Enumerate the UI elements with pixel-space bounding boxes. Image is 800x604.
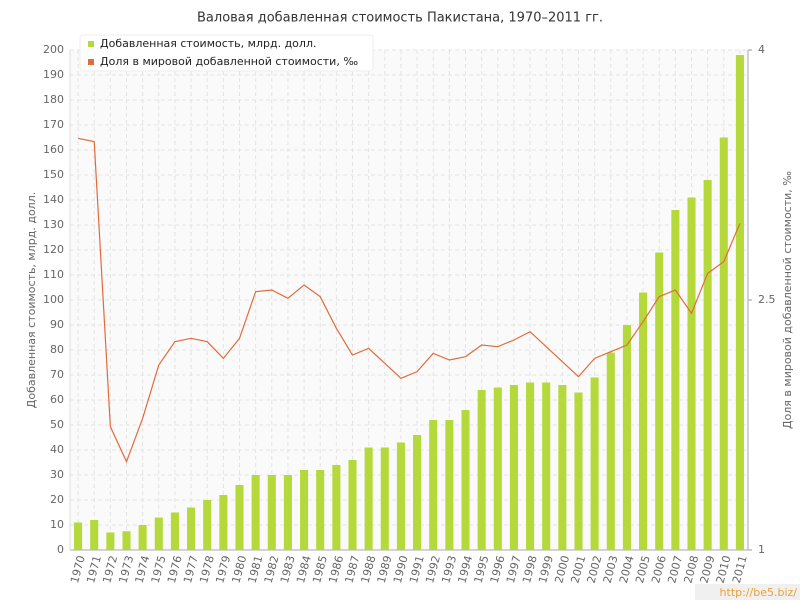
bar (719, 137, 728, 550)
y-tick-label: 190 (43, 68, 64, 81)
y-tick-label: 40 (50, 443, 64, 456)
y-tick-label: 60 (50, 393, 64, 406)
y-tick-label: 0 (57, 543, 64, 556)
y-tick-label: 80 (50, 343, 64, 356)
bar (235, 485, 244, 550)
y-tick-label: 10 (50, 518, 64, 531)
bar (671, 210, 680, 550)
bar (461, 410, 470, 550)
y-tick-label: 200 (43, 43, 64, 56)
bar (154, 517, 163, 550)
bar (138, 525, 147, 550)
bar (74, 522, 83, 550)
y-tick-label: 50 (50, 418, 64, 431)
bar (445, 420, 454, 550)
bar (639, 292, 648, 550)
bar (429, 420, 438, 550)
bar (735, 55, 744, 550)
legend-swatch (88, 59, 94, 65)
y-tick-label: 140 (43, 193, 64, 206)
bar (655, 252, 664, 550)
bar (413, 435, 422, 550)
legend-label: Доля в мировой добавленной стоимости, ‰ (100, 55, 358, 68)
bar (526, 382, 535, 550)
legend-box (79, 34, 374, 72)
y-tick-label: 130 (43, 218, 64, 231)
chart-title: Валовая добавленная стоимость Пакистана,… (197, 11, 603, 26)
y2-tick-label: 4 (758, 43, 765, 56)
y-axis-label: Добавленная стоимость, млрд. долл. (25, 192, 38, 408)
bar (703, 180, 712, 550)
watermark-bg (695, 584, 800, 600)
legend-label: Добавленная стоимость, млрд. долл. (100, 37, 316, 50)
y2-tick-label: 1 (758, 543, 765, 556)
y-tick-label: 180 (43, 93, 64, 106)
bar (477, 390, 486, 550)
watermark: http://be5.biz/ (720, 586, 798, 599)
bar (380, 447, 389, 550)
bar (542, 382, 551, 550)
bar (122, 531, 131, 550)
legend-swatch (88, 41, 94, 47)
bar (396, 442, 405, 550)
y-tick-label: 160 (43, 143, 64, 156)
bar (316, 470, 325, 550)
bar (493, 387, 502, 550)
y-tick-label: 100 (43, 293, 64, 306)
bar (590, 377, 599, 550)
bar (267, 475, 276, 550)
bar (203, 500, 212, 550)
y-tick-label: 30 (50, 468, 64, 481)
bar (219, 495, 228, 550)
y2-tick-label: 2.5 (758, 293, 776, 306)
y-tick-label: 170 (43, 118, 64, 131)
bar (170, 512, 179, 550)
y-tick-label: 120 (43, 243, 64, 256)
bar (187, 507, 196, 550)
y-tick-label: 110 (43, 268, 64, 281)
bar (364, 447, 373, 550)
bar (251, 475, 260, 550)
y2-axis-label: Доля в мировой добавленной стоимости, ‰ (781, 171, 794, 429)
bar (687, 197, 696, 550)
bar (509, 385, 518, 550)
bar (283, 475, 292, 550)
bar (606, 352, 615, 550)
bar (90, 520, 99, 550)
y-tick-label: 70 (50, 368, 64, 381)
y-tick-label: 150 (43, 168, 64, 181)
line (77, 137, 741, 464)
bar (300, 470, 309, 550)
y-tick-label: 90 (50, 318, 64, 331)
bar (348, 460, 357, 550)
y-tick-label: 20 (50, 493, 64, 506)
bar (106, 532, 115, 550)
bar (574, 392, 583, 550)
bar (558, 385, 567, 550)
bar (622, 325, 631, 550)
bar (332, 465, 341, 550)
